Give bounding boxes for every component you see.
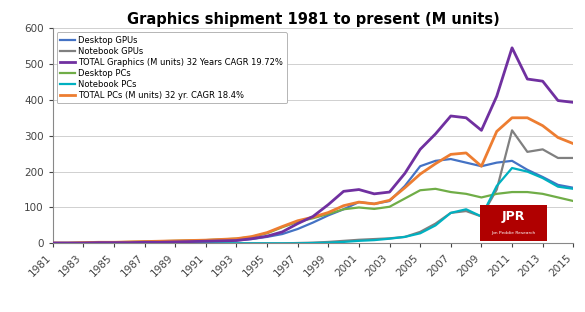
Legend: Desktop GPUs, Notebook GPUs, TOTAL Graphics (M units) 32 Years CAGR 19.72%, Desk: Desktop GPUs, Notebook GPUs, TOTAL Graph… [57, 32, 287, 103]
Title: Graphics shipment 1981 to present (M units): Graphics shipment 1981 to present (M uni… [126, 12, 500, 27]
Text: JPR: JPR [502, 210, 525, 223]
Text: Jon Peddie Research: Jon Peddie Research [491, 231, 535, 235]
